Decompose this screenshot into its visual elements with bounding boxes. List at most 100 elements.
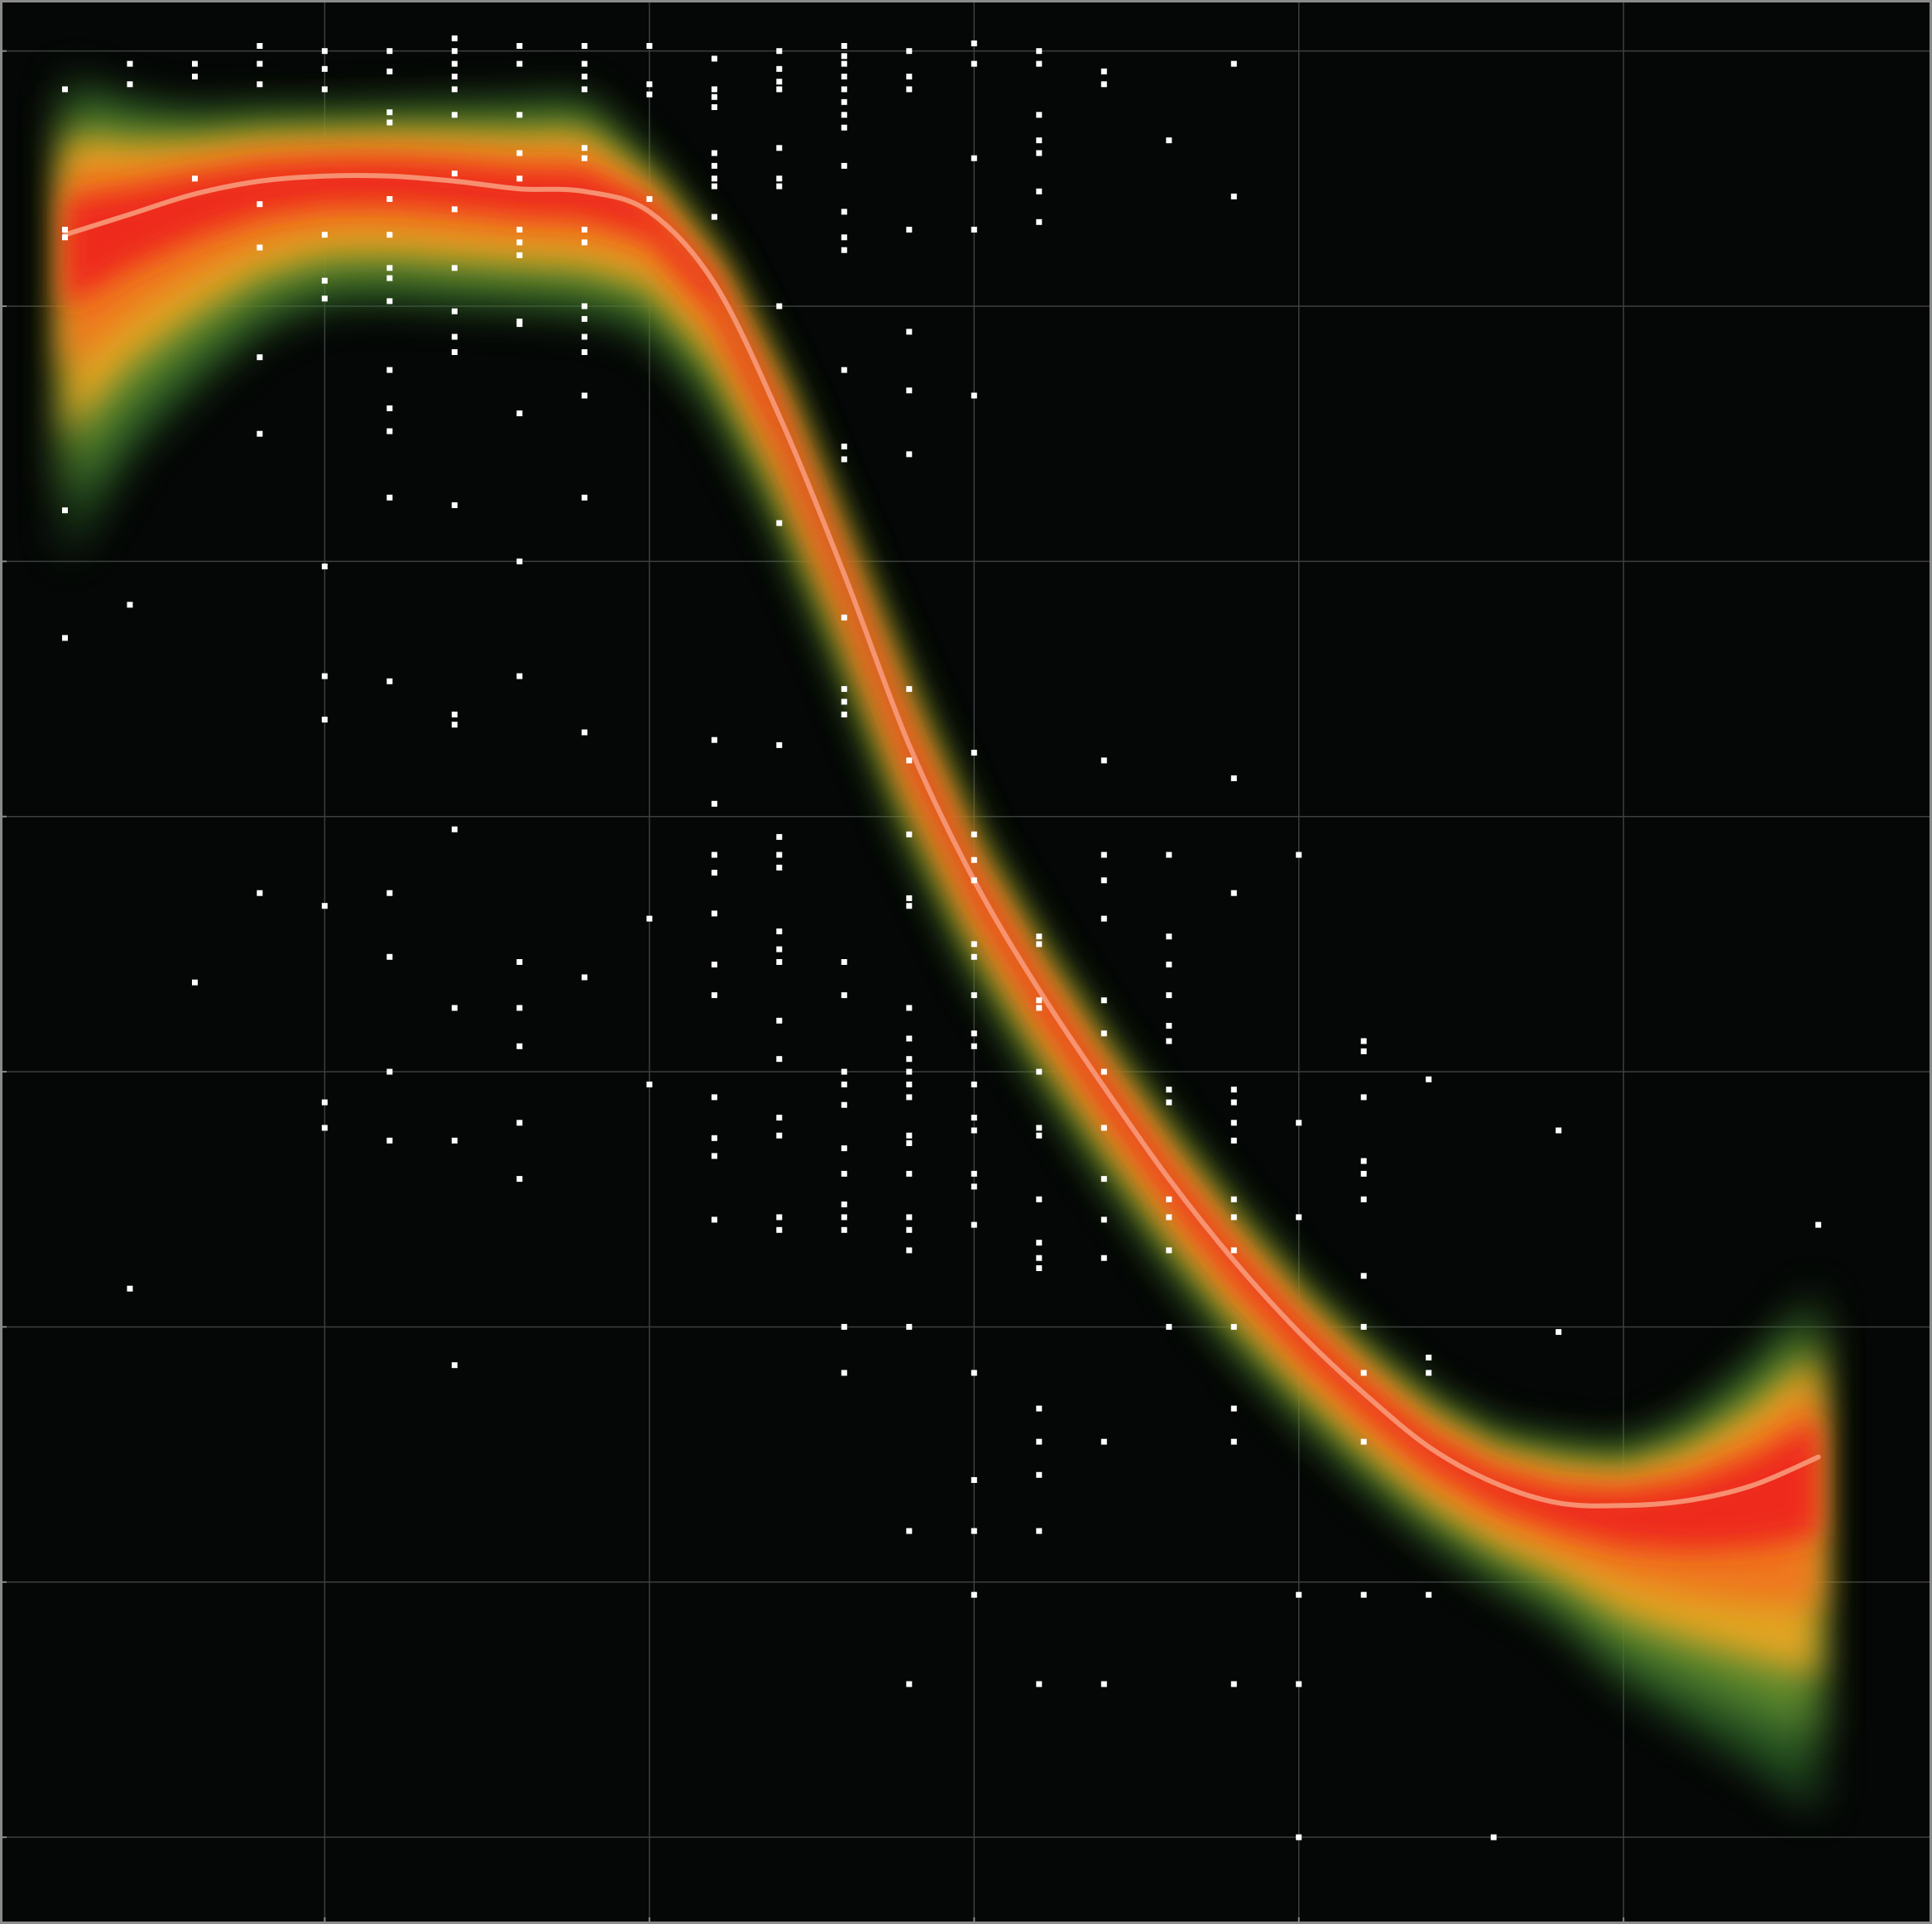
scatter-point	[711, 94, 717, 100]
scatter-point	[386, 119, 393, 126]
scatter-point	[1100, 852, 1107, 858]
scatter-point	[776, 1214, 783, 1221]
scatter-point	[711, 852, 717, 858]
scatter-point	[841, 1226, 847, 1233]
scatter-point	[1166, 962, 1172, 968]
scatter-point	[906, 48, 913, 55]
scatter-point	[711, 162, 717, 169]
scatter-point	[1036, 1196, 1043, 1202]
scatter-point	[906, 1056, 913, 1063]
scatter-point	[451, 1005, 458, 1011]
scatter-point	[971, 992, 977, 999]
scatter-point	[581, 392, 587, 399]
scatter-point	[1490, 1834, 1497, 1840]
scatter-point	[581, 86, 587, 93]
scatter-point	[581, 974, 587, 981]
scatter-point	[711, 800, 717, 807]
scatter-point	[581, 145, 587, 151]
scatter-point	[971, 1591, 977, 1598]
scatter-point	[971, 1170, 977, 1177]
scatter-point	[192, 979, 198, 986]
scatter-point	[1100, 1438, 1107, 1445]
scatter-point	[971, 227, 977, 233]
scatter-point	[1036, 1132, 1043, 1139]
scatter-point	[321, 717, 328, 723]
scatter-point	[1036, 218, 1043, 225]
scatter-point	[646, 1082, 653, 1087]
scatter-point	[1166, 1023, 1172, 1029]
scatter-point	[1100, 1216, 1107, 1223]
scatter-point	[256, 201, 263, 208]
scatter-point	[386, 232, 393, 238]
scatter-point	[1296, 1120, 1302, 1126]
scatter-point	[776, 145, 783, 151]
scatter-point	[516, 60, 523, 67]
scatter-point	[451, 170, 458, 177]
scatter-point	[841, 43, 847, 49]
scatter-point	[841, 711, 847, 717]
scatter-point	[192, 74, 198, 79]
scatter-point	[971, 40, 977, 46]
scatter-point	[451, 265, 458, 271]
scatter-point	[516, 1005, 523, 1011]
scatter-point	[971, 1221, 977, 1228]
scatter-point	[711, 1153, 717, 1159]
scatter-point	[1166, 1323, 1172, 1330]
scatter-point	[1036, 1438, 1043, 1445]
scatter-point	[1230, 1196, 1237, 1202]
scatter-point	[776, 959, 783, 965]
scatter-point	[776, 1056, 783, 1063]
scatter-point	[1036, 1125, 1043, 1131]
trend-line	[62, 172, 1821, 1509]
scatter-point	[971, 60, 977, 67]
scatter-point	[841, 686, 847, 693]
scatter-point	[906, 1170, 913, 1177]
scatter-point	[1100, 757, 1107, 764]
scatter-point	[1100, 1176, 1107, 1183]
scatter-point	[776, 520, 783, 526]
scatter-point	[386, 1137, 393, 1144]
scatter-point	[906, 329, 913, 335]
scatter-point	[1036, 997, 1043, 1004]
scatter-point	[1360, 1170, 1367, 1177]
scatter-point	[386, 405, 393, 411]
scatter-point	[1360, 1048, 1367, 1054]
scatter-point	[386, 1068, 393, 1075]
scatter-point	[776, 1017, 783, 1024]
scatter-point	[1036, 1255, 1043, 1261]
scatter-point	[256, 60, 263, 67]
scatter-point	[906, 1132, 913, 1139]
scatter-point	[256, 430, 263, 437]
scatter-point	[776, 1115, 783, 1121]
scatter-point	[1036, 150, 1043, 156]
scatter-point	[516, 150, 523, 156]
scatter-point	[386, 265, 393, 271]
scatter-point	[906, 1082, 913, 1087]
scatter-point	[321, 903, 328, 909]
scatter-point	[1036, 112, 1043, 118]
scatter-point	[451, 349, 458, 355]
scatter-point	[581, 60, 587, 67]
scatter-point	[1100, 68, 1107, 74]
scatter-point	[841, 247, 847, 253]
scatter-point	[841, 1101, 847, 1108]
scatter-point	[971, 1183, 977, 1190]
trend-line-layer	[62, 172, 1821, 1509]
data-points	[62, 35, 1822, 1840]
scatter-point	[971, 831, 977, 837]
scatter-point	[776, 183, 783, 190]
scatter-point	[776, 1226, 783, 1233]
scatter-point	[776, 48, 783, 55]
scatter-point	[321, 86, 328, 93]
scatter-point	[1036, 60, 1043, 67]
scatter-point	[841, 86, 847, 93]
scatter-point	[841, 124, 847, 131]
scatter-point	[516, 410, 523, 416]
scatter-point	[1100, 1255, 1107, 1261]
scatter-point	[906, 451, 913, 458]
scatter-point	[906, 387, 913, 394]
scatter-point	[1036, 1528, 1043, 1534]
scatter-point	[516, 558, 523, 564]
